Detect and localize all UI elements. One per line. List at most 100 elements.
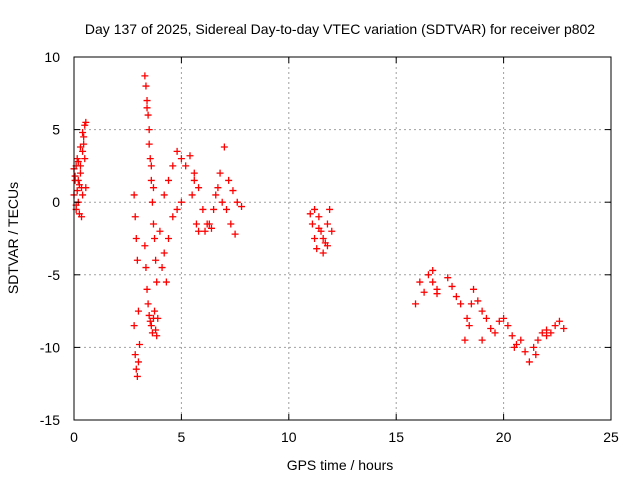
data-point: [547, 329, 555, 337]
data-point: [151, 235, 159, 242]
data-point: [315, 224, 323, 232]
data-point: [149, 314, 157, 322]
data-point: [210, 205, 218, 213]
data-point: [448, 282, 456, 290]
data-point: [319, 249, 327, 257]
data-point: [71, 172, 79, 180]
data-point: [132, 235, 140, 242]
data-point: [141, 242, 149, 250]
data-point: [73, 187, 81, 195]
data-point: [328, 227, 336, 235]
y-tick-label: -15: [40, 412, 60, 428]
data-point: [131, 351, 139, 359]
data-point: [192, 220, 200, 228]
data-point: [79, 191, 87, 199]
x-tick-label: 25: [603, 429, 619, 445]
data-point: [319, 235, 327, 242]
data-point: [145, 311, 153, 319]
data-point: [162, 278, 170, 286]
data-point: [133, 372, 141, 380]
data-point: [212, 191, 220, 199]
data-point: [220, 143, 228, 151]
y-tick-label: 0: [52, 194, 60, 210]
data-point: [136, 340, 144, 348]
data-point: [534, 336, 542, 344]
data-point: [80, 140, 88, 148]
data-point: [225, 176, 233, 184]
chart-title: Day 137 of 2025, Sidereal Day-to-day VTE…: [85, 21, 595, 37]
data-point: [143, 104, 151, 112]
x-tick-label: 5: [178, 429, 186, 445]
data-point: [461, 336, 469, 344]
x-tick-label: 0: [70, 429, 78, 445]
data-point: [144, 111, 152, 119]
data-point: [76, 162, 84, 170]
data-point: [130, 191, 138, 199]
data-point: [532, 351, 540, 359]
data-point: [308, 220, 316, 228]
data-point: [199, 205, 207, 213]
data-point: [149, 184, 157, 192]
data-point: [463, 314, 471, 322]
data-point: [315, 213, 323, 221]
data-point: [134, 358, 142, 366]
y-tick-label: -10: [40, 339, 60, 355]
data-point: [313, 245, 321, 253]
data-point: [76, 169, 84, 177]
data-point: [81, 155, 89, 163]
data-point: [500, 314, 508, 322]
grid-lines: [74, 57, 611, 420]
data-point: [169, 162, 177, 170]
y-axis-label: SDTVAR / TECUs: [5, 182, 21, 294]
data-point: [214, 184, 222, 192]
data-point: [205, 220, 213, 228]
data-point: [153, 332, 161, 340]
data-point: [495, 317, 503, 325]
data-point: [143, 97, 151, 105]
data-point: [538, 329, 546, 337]
data-point: [216, 169, 224, 177]
data-point: [504, 322, 512, 330]
data-point: [444, 274, 452, 282]
data-point: [133, 256, 141, 264]
data-point: [424, 271, 432, 279]
data-point: [433, 285, 441, 293]
data-point: [306, 210, 314, 218]
data-point: [465, 322, 473, 330]
data-point: [311, 205, 319, 213]
data-point: [530, 343, 538, 351]
data-point: [142, 264, 150, 272]
data-point: [474, 297, 482, 305]
plot-border: [73, 56, 612, 421]
data-point: [132, 365, 140, 373]
x-axis-ticks: 0 5 10 15 20 25: [70, 57, 619, 445]
data-point: [147, 176, 155, 184]
data-point: [151, 307, 159, 315]
data-point: [218, 198, 226, 206]
data-point: [452, 293, 460, 301]
data-point: [190, 169, 198, 177]
data-point: [420, 288, 428, 296]
data-point: [169, 213, 177, 221]
x-axis-label: GPS time / hours: [287, 457, 394, 473]
data-point: [551, 322, 559, 330]
data-point: [429, 266, 437, 274]
data-point: [182, 162, 190, 170]
data-point: [145, 140, 153, 148]
data-point: [487, 325, 495, 333]
data-point: [543, 332, 551, 340]
data-point: [177, 198, 185, 206]
y-tick-label: -5: [48, 267, 61, 283]
data-point: [555, 317, 563, 325]
data-point: [482, 314, 490, 322]
data-point: [326, 205, 334, 213]
data-point: [153, 278, 161, 286]
data-point: [75, 181, 83, 189]
data-point: [149, 220, 157, 228]
data-point: [231, 230, 239, 238]
data-point: [508, 332, 516, 340]
data-point: [195, 227, 203, 235]
data-point: [158, 264, 166, 272]
